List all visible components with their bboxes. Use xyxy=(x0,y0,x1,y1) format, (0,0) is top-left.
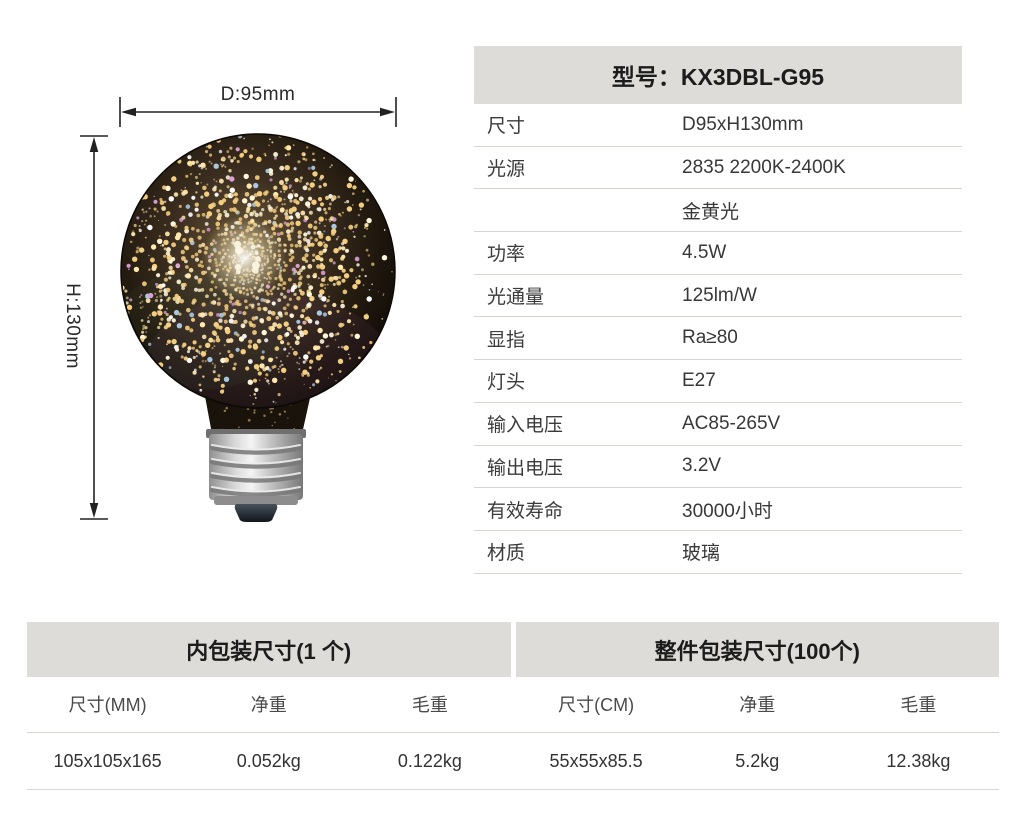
spec-value: 金黄光 xyxy=(682,201,740,223)
spec-row-lifespan: 有效寿命 30000小时 xyxy=(474,488,962,531)
pack-value: 0.052kg xyxy=(236,751,301,771)
spec-table: 型号：KX3DBL-G95 尺寸 D95xH130mm 光源 2835 2200K-… xyxy=(474,46,962,574)
packaging-header-row: 尺寸(MM) 净重 毛重 尺寸(CM) 净重 毛重 xyxy=(27,677,999,733)
spec-value: 玻璃 xyxy=(682,543,721,565)
spec-value: AC85-265V xyxy=(682,412,781,434)
bulb-image xyxy=(80,97,397,522)
spec-value: E27 xyxy=(682,369,716,391)
spec-label: 显指 xyxy=(487,329,526,351)
pack-value: 12.38kg xyxy=(886,751,951,771)
spec-row-lamp-base: 灯头 E27 xyxy=(474,360,962,403)
pack-col-header: 净重 xyxy=(739,695,776,715)
packaging-table: 内包装尺寸(1 个) 整件包装尺寸(100个) 尺寸(MM) 净重 毛重 尺寸(… xyxy=(27,622,999,790)
spec-label: 材质 xyxy=(487,543,526,565)
spec-row-power: 功率 4.5W xyxy=(474,232,962,275)
bulb-contact-tip xyxy=(234,504,278,522)
spec-label: 有效寿命 xyxy=(487,500,564,522)
pack-value: 0.122kg xyxy=(397,751,462,771)
carton-pack-title: 整件包装尺寸(100个) xyxy=(515,622,999,677)
spec-label: 灯头 xyxy=(487,372,526,394)
inner-pack-title: 内包装尺寸(1 个) xyxy=(27,622,511,677)
spec-value: D95xH130mm xyxy=(682,113,804,135)
bulb-base xyxy=(206,429,306,522)
spec-row-size: 尺寸 D95xH130mm xyxy=(474,104,962,147)
packaging-data-row: 105x105x165 0.052kg 0.122kg 55x55x85.5 5… xyxy=(27,733,999,790)
spec-value: 3.2V xyxy=(682,455,722,477)
spec-row-output-voltage: 输出电压 3.2V xyxy=(474,446,962,489)
pack-col-header: 毛重 xyxy=(411,695,448,715)
spec-row-cri: 显指 Ra≥80 xyxy=(474,317,962,361)
spec-row-input-voltage: 输入电压 AC85-265V xyxy=(474,403,962,446)
pack-value: 5.2kg xyxy=(735,751,780,771)
spec-label: 光通量 xyxy=(487,287,545,309)
spec-label: 尺寸 xyxy=(487,116,526,138)
pack-col-header: 尺寸(MM) xyxy=(68,695,147,715)
spec-label: 输入电压 xyxy=(487,415,564,437)
spec-label: 输出电压 xyxy=(487,457,564,479)
model-header: 型号：KX3DBL-G95 xyxy=(474,46,962,104)
pack-value: 105x105x165 xyxy=(53,751,162,771)
spec-row-luminous-flux: 光通量 125lm/W xyxy=(474,275,962,318)
spec-label: 光源 xyxy=(487,159,526,181)
pack-value: 55x55x85.5 xyxy=(549,751,643,771)
dimension-lines xyxy=(80,97,397,520)
spec-row-light-color: 金黄光 xyxy=(474,189,962,233)
spec-label: 功率 xyxy=(487,244,526,266)
spec-value: 4.5W xyxy=(682,241,727,263)
spec-rows: 尺寸 D95xH130mm 光源 2835 2200K-2400K 金黄光 功率 4.… xyxy=(474,104,962,574)
pack-col-header: 毛重 xyxy=(900,695,937,715)
pack-col-header: 净重 xyxy=(250,695,287,715)
spec-value: 2835 2200K-2400K xyxy=(682,156,846,178)
diameter-dimension-label: D:95mm xyxy=(220,84,296,105)
height-dimension-label: H:130mm xyxy=(62,283,83,369)
spec-value: 30000小时 xyxy=(682,500,773,522)
pack-col-header: 尺寸(CM) xyxy=(558,695,635,715)
spec-value: Ra≥80 xyxy=(682,327,738,349)
spec-row-material: 材质 玻璃 xyxy=(474,531,962,574)
spec-value: 125lm/W xyxy=(682,284,757,306)
spec-row-light-source: 光源 2835 2200K-2400K xyxy=(474,147,962,190)
